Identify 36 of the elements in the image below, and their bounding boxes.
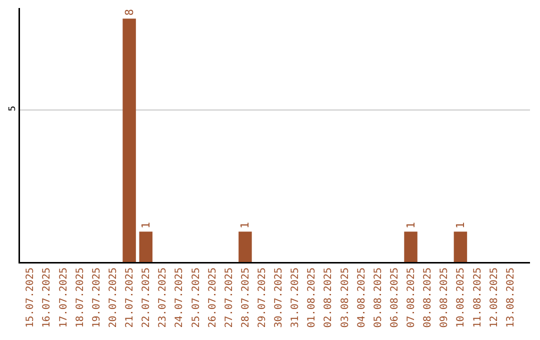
data-label: 1: [404, 222, 418, 229]
x-tick-label: 09.08.2025: [439, 268, 450, 328]
x-tick-label: 07.08.2025: [406, 268, 418, 328]
x-tick-label: 04.08.2025: [356, 268, 368, 328]
x-tick-label: 01.08.2025: [306, 268, 318, 328]
x-tick-label: 17.07.2025: [58, 268, 70, 328]
x-tick-label: 10.08.2025: [456, 268, 467, 328]
x-tick-label: 06.08.2025: [389, 268, 400, 328]
x-tick-label: 12.08.2025: [488, 268, 500, 328]
x-tick-label: 03.08.2025: [340, 268, 351, 328]
x-tick-label: 31.07.2025: [290, 268, 302, 328]
x-tick-label: 16.07.2025: [42, 268, 53, 328]
x-tick-label: 27.07.2025: [224, 268, 235, 328]
x-tick-label: 11.08.2025: [472, 268, 484, 328]
x-tick-label: 20.07.2025: [108, 268, 119, 328]
x-tick-label: 21.07.2025: [124, 268, 136, 328]
x-tick-label: 19.07.2025: [91, 268, 102, 328]
data-label: 1: [139, 222, 152, 229]
x-tick-label: 23.07.2025: [158, 268, 169, 328]
data-label: 1: [454, 222, 467, 229]
x-tick-label: 24.07.2025: [174, 268, 186, 328]
x-tick-label: 22.07.2025: [141, 268, 152, 328]
x-tick-label: 25.07.2025: [190, 268, 202, 328]
x-tick-label: 02.08.2025: [323, 268, 334, 328]
x-tick-label: 26.07.2025: [207, 268, 218, 328]
x-tick-label: 15.07.2025: [25, 268, 36, 328]
x-tick-label: 13.08.2025: [505, 268, 516, 328]
x-tick-label: 18.07.2025: [74, 268, 86, 328]
data-label: 1: [238, 222, 252, 229]
x-tick-label: 05.08.2025: [372, 268, 384, 328]
x-tick-label: 08.08.2025: [422, 268, 434, 328]
x-tick-label: 28.07.2025: [240, 268, 252, 328]
data-label: 8: [122, 9, 136, 16]
y-tick-label: 5: [8, 106, 18, 112]
x-tick-label: 29.07.2025: [257, 268, 268, 328]
x-tick-label: 30.07.2025: [274, 268, 285, 328]
